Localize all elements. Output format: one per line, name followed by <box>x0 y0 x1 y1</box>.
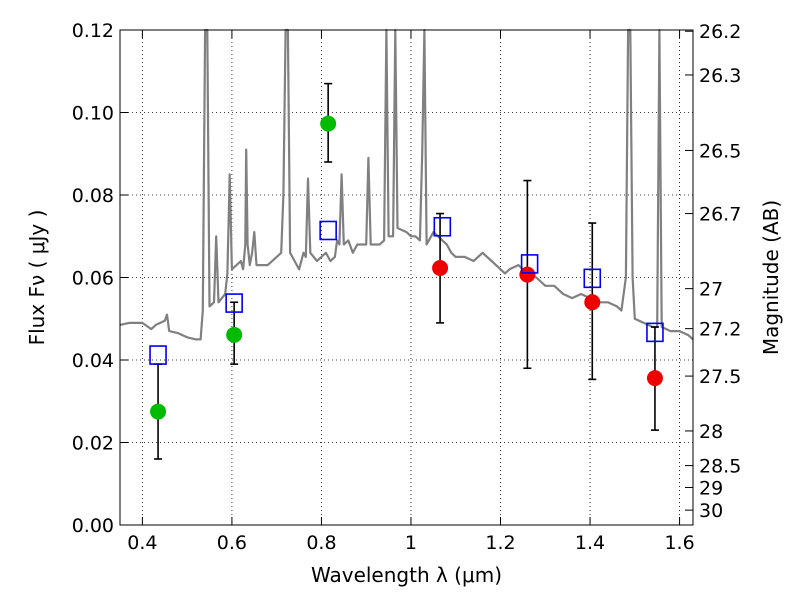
model-photometry-point <box>520 254 539 274</box>
y-tick-label: 0.02 <box>72 433 114 455</box>
y-axis-label: Flux Fν ( μJy ) <box>25 210 49 346</box>
right-tick-label: 26.7 <box>699 204 741 226</box>
right-tick-label: 26.5 <box>699 140 741 162</box>
y-tick-label: 0.00 <box>72 515 114 537</box>
right-tick-label: 28.5 <box>699 456 741 478</box>
data-point <box>432 260 449 277</box>
y-tick-label: 0.12 <box>72 20 114 42</box>
right-tick-label: 29 <box>699 477 723 499</box>
data-point <box>519 266 536 283</box>
error-bars <box>154 82 659 460</box>
right-tick-label: 26.3 <box>699 65 741 87</box>
data-point <box>646 370 663 387</box>
model-spectrum <box>119 28 694 341</box>
x-tick-label: 1.6 <box>664 532 694 554</box>
x-tick-label: 0.6 <box>217 532 247 554</box>
model-photometry-point <box>583 268 602 289</box>
data-point <box>320 115 337 132</box>
model-photometry-point <box>433 216 452 237</box>
x-tick-label: 1.4 <box>575 532 605 554</box>
plot-frame <box>119 29 694 526</box>
model-photometry-point <box>646 322 664 343</box>
x-tick-label: 0.4 <box>127 532 157 554</box>
right-tick-label: 26.2 <box>699 21 741 43</box>
data-point <box>226 326 243 343</box>
data-point <box>584 294 601 311</box>
y-tick-label: 0.06 <box>72 268 114 290</box>
data-point <box>150 403 167 420</box>
x-axis-label: Wavelength λ (μm) <box>311 563 502 587</box>
grid <box>120 30 693 525</box>
spectrum-line <box>119 28 694 341</box>
right-tick-label: 27 <box>699 279 723 301</box>
y-tick-label: 0.10 <box>72 103 114 125</box>
x-tick-label: 1 <box>405 532 417 554</box>
right-tick-label: 27.2 <box>699 319 741 341</box>
x-tick-label: 1.2 <box>485 532 515 554</box>
y-tick-label: 0.08 <box>72 185 114 207</box>
right-tick-label: 28 <box>699 421 723 443</box>
model-photometry-point <box>225 293 243 313</box>
right-axis-label: Magnitude (AB) <box>759 200 783 355</box>
ticks: 0.4 0.6 0.8 1 1.2 1.4 1.6 0.00 0.02 0.04 0.06 0.08 0… <box>72 20 742 554</box>
model-photometry-point <box>319 220 337 241</box>
data-markers <box>149 115 664 420</box>
model-photometry-point <box>149 345 167 365</box>
right-tick-label: 30 <box>699 500 723 522</box>
x-tick-label: 0.8 <box>306 532 336 554</box>
y-tick-label: 0.04 <box>72 350 114 372</box>
right-tick-label: 27.5 <box>699 366 741 388</box>
